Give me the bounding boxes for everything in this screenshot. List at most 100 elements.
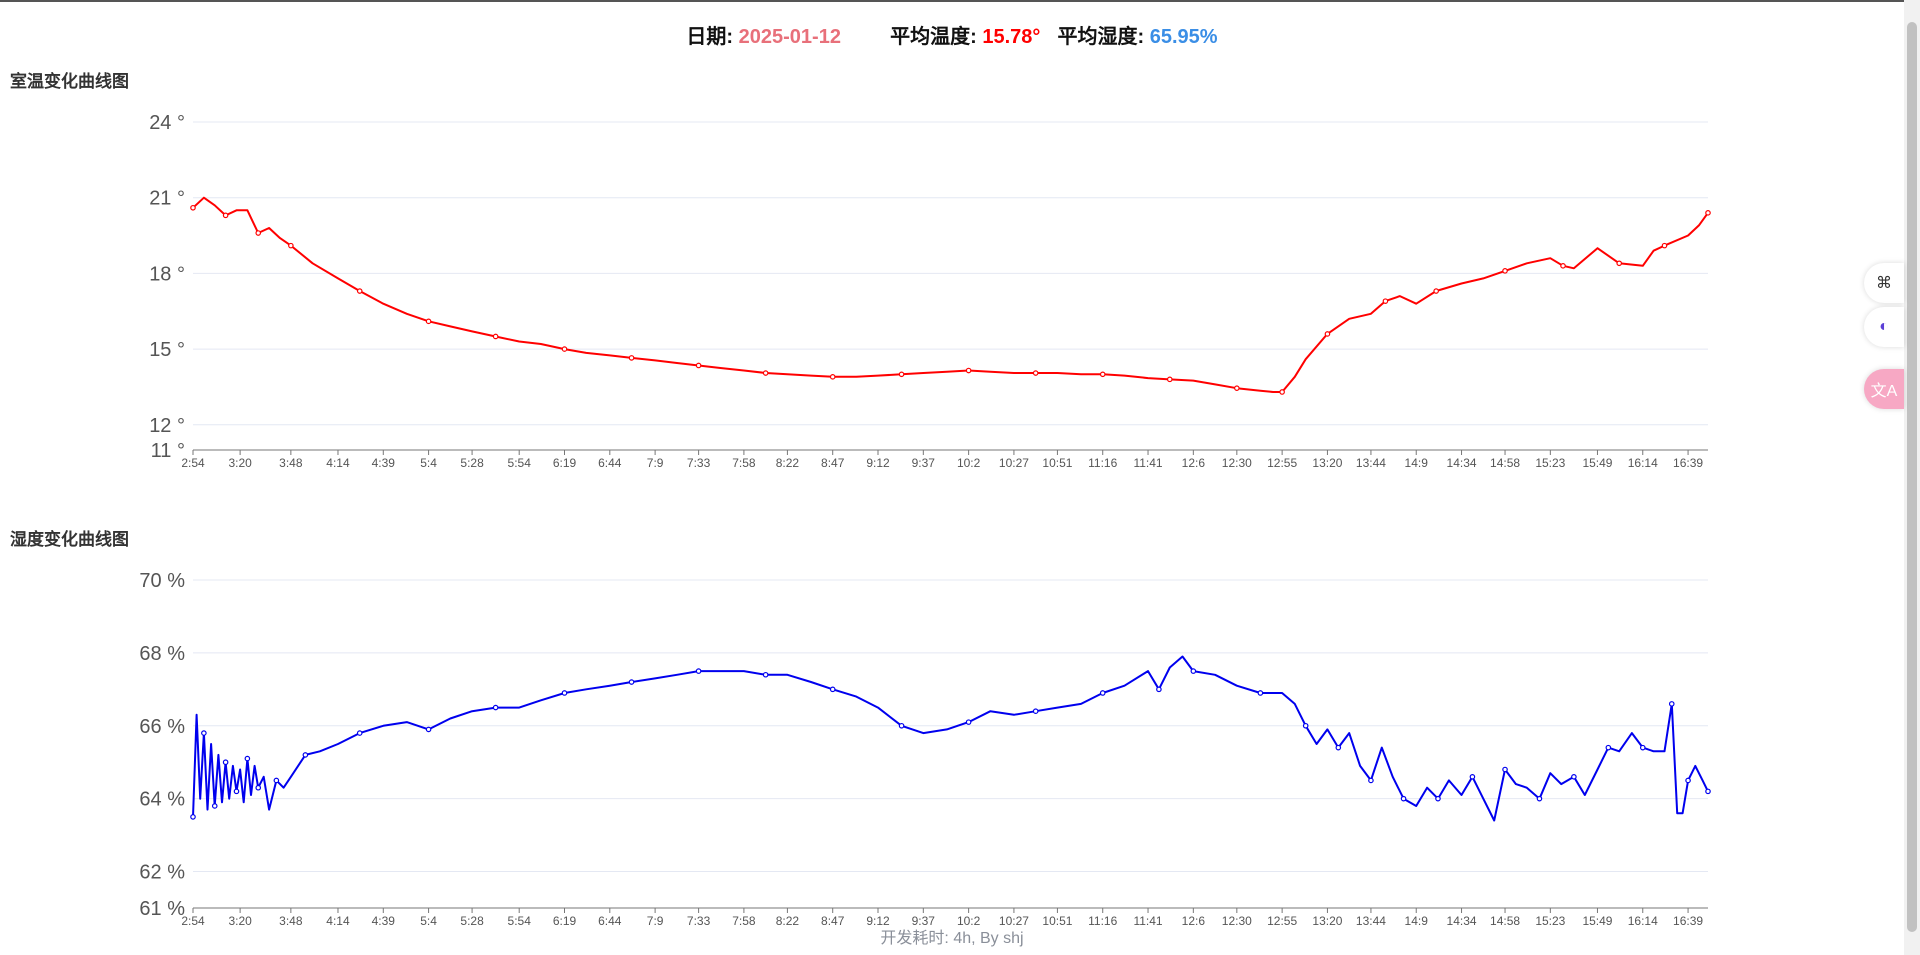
data-point: [695, 668, 702, 674]
x-tick-label: 10:2: [957, 456, 981, 470]
translate-button[interactable]: 文A: [1864, 369, 1904, 409]
x-tick-label: 16:14: [1628, 914, 1658, 928]
data-point: [628, 355, 635, 361]
data-point: [1433, 288, 1439, 294]
x-tick-label: 14:58: [1490, 456, 1520, 470]
data-point: [965, 367, 972, 374]
data-point: [1257, 690, 1264, 696]
data-point: [211, 803, 218, 809]
x-tick-label: 10:51: [1042, 456, 1072, 470]
humidity-chart-title: 湿度变化曲线图: [10, 530, 129, 549]
data-point: [1099, 371, 1106, 378]
page-scrollbar[interactable]: [1904, 0, 1920, 955]
x-tick-label: 10:51: [1042, 914, 1072, 928]
x-tick-label: 9:12: [866, 456, 890, 470]
data-point: [190, 814, 196, 820]
data-point: [1685, 777, 1691, 784]
data-point: [1190, 668, 1197, 674]
data-point: [1302, 722, 1309, 729]
humidity-chart: 61 % 62 % 64 % 66 % 68 % 70 % 2:54 3:20 3:48 4:14…: [139, 570, 1711, 928]
data-point: [356, 730, 363, 736]
summary-bar: 日期: 2025-01-12 平均温度: 15.78° 平均湿度: 65.95%: [0, 20, 1904, 49]
x-tick-label: 3:48: [279, 914, 303, 928]
y-tick-label: 61 %: [139, 898, 185, 920]
scrollbar-thumb[interactable]: [1907, 22, 1917, 932]
data-point: [244, 755, 251, 762]
data-point: [1469, 774, 1476, 780]
y-tick-label: 11 °: [151, 440, 185, 462]
data-point: [1502, 268, 1508, 274]
data-point: [762, 671, 769, 678]
data-point: [1705, 788, 1711, 795]
data-point: [1166, 376, 1173, 383]
x-tick-label: 6:19: [553, 914, 577, 928]
x-tick-label: 4:14: [326, 914, 350, 928]
x-tick-label: 7:58: [732, 456, 756, 470]
data-point: [829, 686, 836, 693]
x-tick-label: 13:44: [1356, 456, 1386, 470]
x-tick-label: 14:34: [1447, 914, 1477, 928]
data-point: [561, 346, 568, 352]
x-tick-label: 15:23: [1535, 456, 1565, 470]
assistant-face-button[interactable]: ◐: [1864, 307, 1904, 347]
data-point: [1639, 744, 1646, 751]
y-tick-label: 64 %: [139, 789, 185, 811]
x-tick-label: 12:55: [1267, 914, 1297, 928]
x-tick-label: 11:16: [1088, 914, 1117, 928]
x-tick-label: 9:12: [866, 914, 890, 928]
x-tick-label: 13:44: [1356, 914, 1386, 928]
x-tick-label: 2:54: [181, 456, 205, 470]
x-tick-label: 13:20: [1312, 914, 1342, 928]
y-tick-label: 24 °: [149, 112, 185, 134]
data-point: [492, 704, 499, 711]
data-point: [1571, 774, 1577, 780]
apps-grid-button[interactable]: ⌘: [1864, 263, 1904, 303]
data-point: [1032, 708, 1039, 715]
data-point: [356, 288, 363, 294]
data-point: [1324, 331, 1331, 337]
data-point: [561, 690, 568, 696]
x-tick-label: 5:28: [460, 456, 484, 470]
avg-temp-label: 平均温度:: [890, 26, 977, 48]
y-tick-label: 12 °: [149, 415, 185, 437]
x-tick-label: 11:41: [1133, 914, 1162, 928]
data-point: [233, 788, 240, 795]
x-tick-label: 4:39: [372, 456, 396, 470]
avg-humidity-value: 65.95%: [1149, 26, 1218, 48]
x-tick-label: 16:39: [1673, 914, 1703, 928]
data-point: [1234, 385, 1240, 391]
data-point: [255, 230, 262, 236]
x-tick-label: 8:47: [821, 456, 845, 470]
avg-temp-value: 15.78°: [982, 26, 1041, 48]
data-point: [1099, 690, 1106, 696]
data-point: [1435, 795, 1441, 802]
x-tick-label: 11:16: [1088, 456, 1117, 470]
x-tick-label: 16:14: [1628, 456, 1658, 470]
x-tick-label: 12:6: [1182, 456, 1206, 470]
data-point: [425, 726, 432, 733]
browser-top-border: [0, 0, 1920, 2]
x-tick-label: 12:55: [1267, 456, 1297, 470]
x-tick-label: 5:54: [508, 456, 532, 470]
translate-icon: 文A: [1870, 383, 1898, 400]
x-tick-label: 13:20: [1312, 456, 1342, 470]
data-point: [255, 784, 262, 791]
temperature-chart-title: 室温变化曲线图: [10, 72, 129, 91]
x-tick-label: 14:34: [1447, 456, 1477, 470]
x-tick-label: 2:54: [181, 914, 205, 928]
y-tick-label: 18 °: [149, 263, 185, 285]
x-tick-label: 3:20: [228, 914, 252, 928]
x-tick-label: 9:37: [912, 914, 936, 928]
x-tick-label: 15:49: [1582, 456, 1612, 470]
date-value: 2025-01-12: [738, 26, 841, 48]
x-tick-label: 5:28: [460, 914, 484, 928]
x-tick-label: 3:48: [279, 456, 303, 470]
x-tick-label: 14:58: [1490, 914, 1520, 928]
x-tick-label: 7:33: [687, 456, 711, 470]
x-tick-label: 16:39: [1673, 456, 1703, 470]
data-point: [222, 212, 229, 219]
footer-credit: 开发耗时: 4h, By shj: [880, 930, 1024, 947]
x-tick-label: 15:23: [1535, 914, 1565, 928]
x-tick-label: 4:39: [372, 914, 396, 928]
data-point: [1668, 701, 1675, 707]
